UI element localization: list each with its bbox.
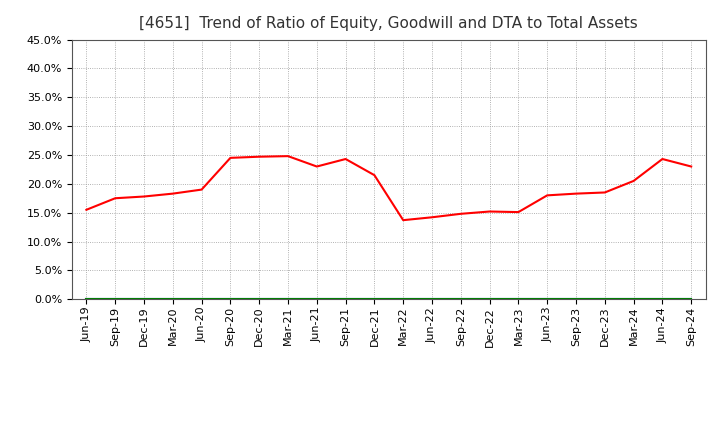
Deferred Tax Assets xyxy=(341,297,350,302)
Equity xyxy=(572,191,580,196)
Goodwill xyxy=(687,297,696,302)
Deferred Tax Assets xyxy=(370,297,379,302)
Deferred Tax Assets xyxy=(629,297,638,302)
Equity xyxy=(140,194,148,199)
Deferred Tax Assets xyxy=(543,297,552,302)
Equity xyxy=(168,191,177,196)
Deferred Tax Assets xyxy=(226,297,235,302)
Deferred Tax Assets xyxy=(82,297,91,302)
Deferred Tax Assets xyxy=(111,297,120,302)
Equity xyxy=(284,154,292,159)
Deferred Tax Assets xyxy=(485,297,494,302)
Deferred Tax Assets xyxy=(600,297,609,302)
Line: Equity: Equity xyxy=(86,156,691,220)
Equity xyxy=(600,190,609,195)
Goodwill xyxy=(255,297,264,302)
Equity xyxy=(399,217,408,223)
Equity xyxy=(456,211,465,216)
Deferred Tax Assets xyxy=(255,297,264,302)
Goodwill xyxy=(600,297,609,302)
Equity xyxy=(428,215,436,220)
Deferred Tax Assets xyxy=(456,297,465,302)
Goodwill xyxy=(485,297,494,302)
Equity xyxy=(255,154,264,159)
Title: [4651]  Trend of Ratio of Equity, Goodwill and DTA to Total Assets: [4651] Trend of Ratio of Equity, Goodwil… xyxy=(140,16,638,32)
Deferred Tax Assets xyxy=(399,297,408,302)
Goodwill xyxy=(428,297,436,302)
Goodwill xyxy=(370,297,379,302)
Goodwill xyxy=(140,297,148,302)
Deferred Tax Assets xyxy=(197,297,206,302)
Equity xyxy=(687,164,696,169)
Goodwill xyxy=(168,297,177,302)
Equity xyxy=(543,193,552,198)
Equity xyxy=(514,209,523,215)
Deferred Tax Assets xyxy=(168,297,177,302)
Equity xyxy=(312,164,321,169)
Goodwill xyxy=(572,297,580,302)
Equity xyxy=(197,187,206,192)
Equity xyxy=(629,178,638,183)
Goodwill xyxy=(312,297,321,302)
Goodwill xyxy=(658,297,667,302)
Goodwill xyxy=(226,297,235,302)
Goodwill xyxy=(82,297,91,302)
Goodwill xyxy=(543,297,552,302)
Goodwill xyxy=(399,297,408,302)
Deferred Tax Assets xyxy=(687,297,696,302)
Deferred Tax Assets xyxy=(658,297,667,302)
Goodwill xyxy=(341,297,350,302)
Goodwill xyxy=(284,297,292,302)
Equity xyxy=(370,172,379,178)
Equity xyxy=(485,209,494,214)
Deferred Tax Assets xyxy=(284,297,292,302)
Equity xyxy=(658,156,667,161)
Deferred Tax Assets xyxy=(140,297,148,302)
Equity xyxy=(341,156,350,161)
Equity xyxy=(82,207,91,213)
Deferred Tax Assets xyxy=(312,297,321,302)
Goodwill xyxy=(111,297,120,302)
Deferred Tax Assets xyxy=(428,297,436,302)
Goodwill xyxy=(629,297,638,302)
Equity xyxy=(226,155,235,161)
Goodwill xyxy=(197,297,206,302)
Goodwill xyxy=(514,297,523,302)
Deferred Tax Assets xyxy=(572,297,580,302)
Goodwill xyxy=(456,297,465,302)
Equity xyxy=(111,196,120,201)
Deferred Tax Assets xyxy=(514,297,523,302)
